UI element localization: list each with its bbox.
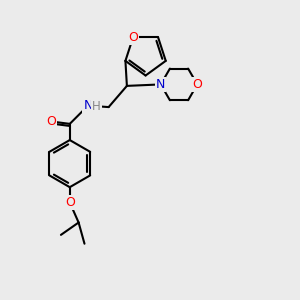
Text: H: H <box>92 100 100 113</box>
Text: N: N <box>156 78 165 91</box>
Text: O: O <box>128 31 138 44</box>
Text: O: O <box>46 115 56 128</box>
Text: N: N <box>83 99 93 112</box>
Text: O: O <box>65 196 75 209</box>
Text: O: O <box>192 78 202 91</box>
